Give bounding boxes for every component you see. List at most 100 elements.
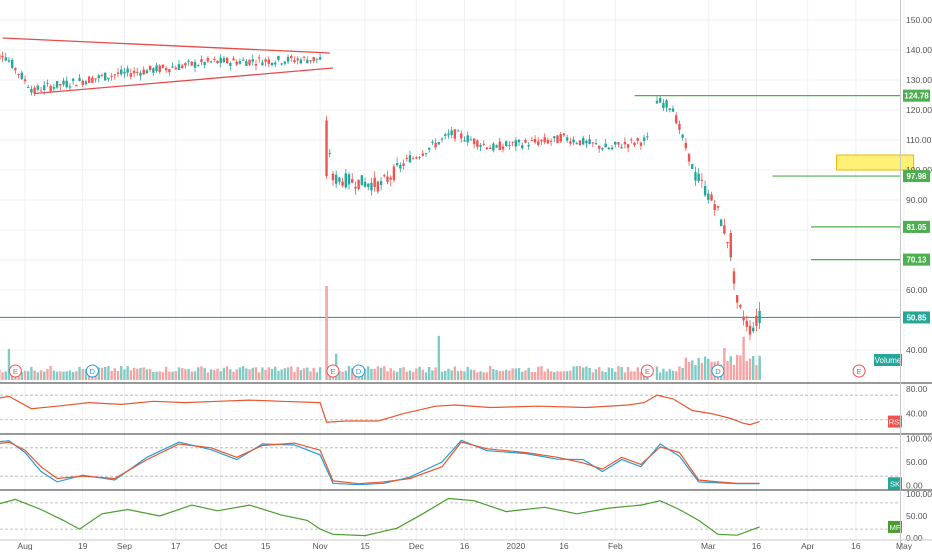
level-label-bg <box>903 89 930 102</box>
candle-body <box>742 316 745 321</box>
candle-body <box>530 140 534 142</box>
candle <box>328 148 331 158</box>
volume-bar <box>261 367 264 380</box>
candle-body <box>691 164 694 169</box>
candle <box>4 52 7 62</box>
volume-bar <box>498 371 501 380</box>
candle <box>508 141 511 150</box>
candle <box>755 308 758 332</box>
volume-bar <box>142 367 145 380</box>
indicator-label-bg <box>888 477 902 490</box>
candle <box>610 145 614 151</box>
candle-body <box>453 129 457 139</box>
candle-body <box>450 130 453 135</box>
candle <box>588 134 591 145</box>
volume-bar <box>575 366 578 380</box>
x-tick-label: Oct <box>214 541 228 550</box>
candle <box>389 175 392 187</box>
candle-body <box>469 139 473 141</box>
candle <box>476 139 479 150</box>
volume-bar <box>187 369 190 380</box>
candle <box>431 139 434 146</box>
candle <box>341 177 344 188</box>
candle <box>306 56 309 64</box>
volume-bar <box>658 372 662 380</box>
candle <box>267 56 271 68</box>
candle-body <box>408 155 412 163</box>
candle <box>565 134 569 143</box>
candle <box>209 60 213 64</box>
volume-bar <box>132 367 136 380</box>
candle-body <box>81 80 84 85</box>
candle-body <box>328 153 331 155</box>
candle <box>155 62 158 74</box>
volume-bar <box>687 362 691 380</box>
candle-body <box>668 108 672 110</box>
candle <box>206 56 210 63</box>
price-pane[interactable] <box>0 37 915 341</box>
candle-body <box>485 147 489 150</box>
candle <box>148 65 152 72</box>
price-tick-label: 90.00 <box>906 195 928 205</box>
candle-body <box>14 68 17 71</box>
candle-body <box>302 56 306 58</box>
indicator-tick-label: 40.00 <box>906 409 928 419</box>
volume-bar <box>405 371 408 380</box>
candle-body <box>197 65 200 67</box>
volume-bar <box>229 369 232 380</box>
volume-bar <box>607 367 611 380</box>
candle-body <box>476 140 479 147</box>
candle-body <box>97 75 100 79</box>
volume-bar <box>312 367 315 380</box>
candle-body <box>508 144 511 146</box>
candle-body <box>511 141 514 143</box>
candle-body <box>572 139 575 143</box>
event-marker-letter: E <box>645 367 650 376</box>
candle <box>203 61 206 69</box>
candle-body <box>129 73 133 77</box>
candle-body <box>434 142 437 148</box>
candle <box>142 66 145 76</box>
candle-body <box>132 70 136 74</box>
volume-bar <box>209 369 213 380</box>
candle-body <box>331 173 335 181</box>
candle-body <box>678 123 681 130</box>
volume-bar <box>97 367 100 380</box>
candle-body <box>200 59 203 63</box>
volume-bar <box>495 370 498 380</box>
candle-body <box>623 141 627 145</box>
candle-body <box>274 62 277 65</box>
candle <box>585 139 588 148</box>
candle <box>726 241 729 249</box>
volume-bar <box>55 371 59 380</box>
candle-body <box>444 134 447 136</box>
indicator-tick-label: 100.00 <box>906 433 932 443</box>
indicator-tick-label: 80.00 <box>906 384 928 394</box>
candle <box>411 156 415 160</box>
volume-bar <box>0 369 1 380</box>
candle <box>578 140 582 146</box>
candle-body <box>626 144 630 148</box>
indicator-label: MF <box>890 523 901 532</box>
volume-bar <box>395 371 399 380</box>
price-tick-label: 40.00 <box>906 345 928 355</box>
candle <box>601 147 604 151</box>
candle <box>617 142 620 148</box>
price-tick-label: 150.00 <box>906 15 932 25</box>
candle-body <box>675 115 678 124</box>
volume-bar <box>450 370 453 380</box>
volume-bar <box>678 366 681 380</box>
candle-body <box>665 100 668 108</box>
volume-bar <box>59 371 62 380</box>
candle <box>735 294 739 309</box>
candle <box>94 78 97 83</box>
volume-bar <box>43 371 46 380</box>
event-marker-letter: D <box>90 367 96 376</box>
volume-bar <box>752 355 755 380</box>
volume-bar <box>190 371 194 380</box>
volume-bar <box>726 361 729 380</box>
volume-bar <box>402 367 405 380</box>
volume-bar <box>671 370 675 380</box>
